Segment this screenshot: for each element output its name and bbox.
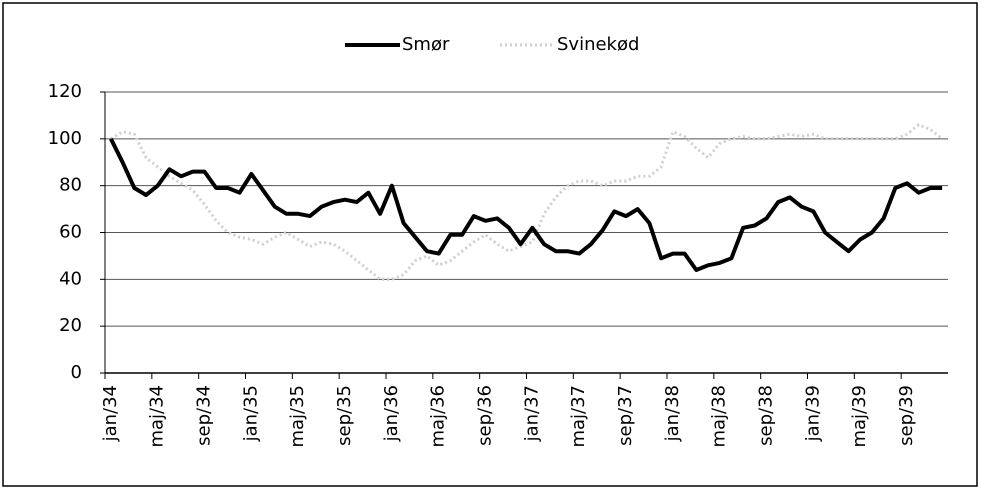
x-tick-label: jan/39 — [802, 385, 823, 442]
y-tick-label: 60 — [59, 222, 82, 243]
y-tick-label: 100 — [48, 128, 82, 149]
x-tick-label: maj/39 — [849, 385, 870, 448]
x-tick-label: maj/38 — [709, 385, 730, 448]
y-tick-label: 40 — [59, 268, 82, 289]
legend-label: Svinekød — [557, 34, 639, 55]
x-tick-label: sep/37 — [615, 385, 636, 446]
x-tick-label: sep/34 — [194, 385, 215, 446]
x-tick-label: maj/35 — [287, 385, 308, 448]
legend-label: Smør — [402, 34, 450, 55]
x-tick-label: jan/38 — [662, 385, 683, 442]
x-tick-label: jan/36 — [381, 385, 402, 442]
x-tick-label: sep/35 — [334, 385, 355, 446]
x-tick-label: jan/34 — [100, 385, 121, 442]
x-tick-label: sep/38 — [756, 385, 777, 446]
x-tick-label: maj/36 — [428, 385, 449, 448]
y-tick-label: 80 — [59, 175, 82, 196]
x-tick-label: jan/37 — [521, 385, 542, 442]
y-tick-label: 20 — [59, 315, 82, 336]
x-tick-label: sep/39 — [896, 385, 917, 446]
x-tick-label: maj/34 — [147, 385, 168, 448]
series-line — [109, 137, 943, 272]
x-tick-label: jan/35 — [240, 385, 261, 442]
y-tick-label: 0 — [71, 362, 82, 383]
series-line — [110, 123, 944, 281]
y-tick-label: 120 — [48, 81, 82, 102]
x-tick-label: maj/37 — [568, 385, 589, 448]
x-tick-label: sep/36 — [475, 385, 496, 446]
